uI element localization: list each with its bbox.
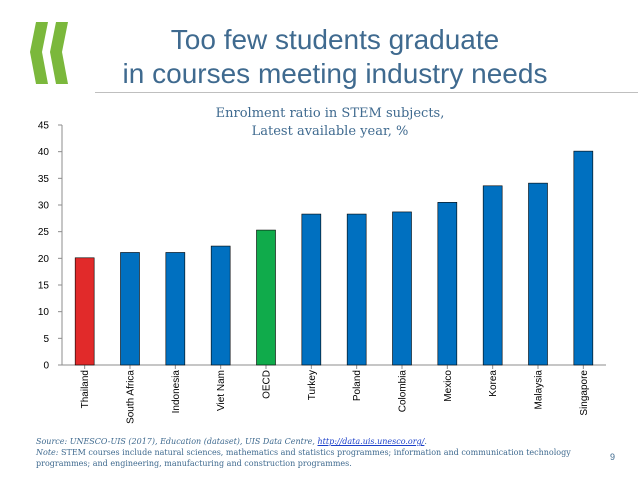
y-tick-label: 35 (38, 174, 50, 185)
y-tick-label: 40 (38, 147, 50, 158)
source-suffix: . (424, 437, 427, 446)
bar-korea (482, 185, 503, 366)
chart-subtitle: Latest available year, % (252, 124, 409, 139)
bars (74, 150, 594, 366)
x-tick-label: Viet Nam (216, 370, 227, 411)
bar-viet-nam (210, 245, 231, 366)
bar-colombia (392, 211, 412, 366)
page-number: 9 (610, 452, 616, 462)
y-tick-label: 30 (38, 201, 50, 212)
bar-thailand (74, 257, 95, 366)
x-tick-label: Singapore (579, 370, 590, 416)
logo-chevron-right (50, 22, 68, 84)
bar-oecd (256, 229, 276, 366)
x-tick-label: Turkey (307, 370, 318, 400)
y-axis: 0 5 10 15 20 25 30 35 40 45 (38, 121, 63, 372)
x-tick-label: Poland (352, 370, 363, 401)
x-tick-label: South Africa (126, 370, 137, 424)
y-tick-label: 0 (43, 361, 49, 372)
title-divider (95, 92, 638, 93)
x-tick-label: Mexico (443, 370, 454, 402)
x-tick-label: OECD (262, 370, 273, 399)
bar-turkey (301, 213, 322, 366)
bar-poland (346, 213, 367, 366)
chart-title: Enrolment ratio in STEM subjects, (216, 106, 445, 121)
stem-definition-note: Note: STEM courses include natural scien… (36, 447, 576, 469)
source-note: Source: UNESCO-UIS (2017), Education (da… (36, 436, 576, 447)
y-tick-label: 25 (38, 227, 50, 238)
bar-malaysia (528, 182, 548, 366)
y-tick-label: 45 (38, 121, 50, 132)
x-tick-label: Colombia (398, 370, 409, 413)
y-tick-label: 15 (38, 281, 50, 292)
x-tick-label: Korea (488, 370, 499, 397)
y-tick-label: 10 (38, 307, 50, 318)
slide-title-line-1: Too few students graduate (170, 24, 500, 55)
note-text: STEM courses include natural sciences, m… (36, 448, 571, 468)
bar-indonesia (165, 252, 186, 366)
slide-title-line-2: in courses meeting industry needs (122, 58, 548, 89)
stem-enrolment-chart: Enrolment ratio in STEM subjects, Latest… (38, 106, 606, 424)
bar-singapore (573, 150, 594, 366)
x-tick-label: Indonesia (171, 370, 182, 414)
y-tick-label: 5 (43, 334, 49, 345)
oecd-logo (30, 22, 68, 84)
y-tick-label: 20 (38, 254, 50, 265)
x-tick-label: Malaysia (534, 370, 545, 410)
bar-mexico (437, 202, 458, 366)
bar-south-africa (120, 252, 140, 366)
note-label: Note: (36, 448, 59, 457)
source-link[interactable]: http://data.uis.unesco.org/ (317, 437, 425, 446)
source-text: Source: UNESCO-UIS (2017), Education (da… (36, 437, 318, 446)
x-axis: Thailand South Africa Indonesia Viet Nam OEC… (62, 364, 606, 424)
x-tick-label: Thailand (80, 370, 91, 408)
logo-chevron-left (30, 22, 48, 84)
